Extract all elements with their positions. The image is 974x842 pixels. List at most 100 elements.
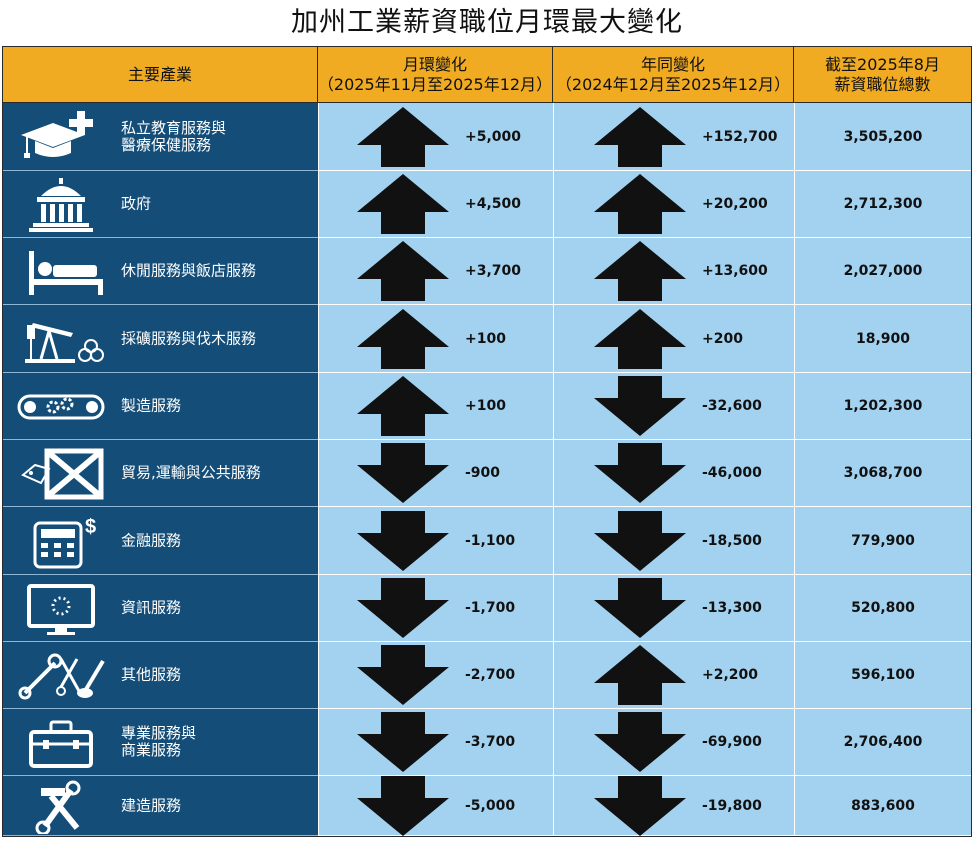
table-row: 專業服務與 商業服務 -3,700 -69,900 2,706,400 xyxy=(3,709,971,776)
yoy-cell: -18,500 xyxy=(553,507,794,575)
mom-value: -1,100 xyxy=(465,532,516,549)
industry-cell: 貿易,運輸與公共服務 xyxy=(3,440,318,507)
arrow-down-icon xyxy=(355,710,451,774)
industry-cell: 採礦服務與伐木服務 xyxy=(3,305,318,373)
total-cell: 520,800 xyxy=(794,575,971,642)
industry-name: 製造服務 xyxy=(121,396,182,415)
yoy-cell: -13,300 xyxy=(553,575,794,642)
industry-cell: 專業服務與 商業服務 xyxy=(3,709,318,776)
industry-cell: $ 金融服務 xyxy=(3,507,318,575)
yoy-cell: -69,900 xyxy=(553,709,794,776)
header-year-over-year: 年同變化 （2024年12月至2025年12月） xyxy=(553,47,794,103)
arrow-down-icon xyxy=(592,576,688,640)
arrow-up-icon xyxy=(355,374,451,438)
industry-name: 資訊服務 xyxy=(121,598,182,617)
total-cell: 3,505,200 xyxy=(794,103,971,171)
total-cell: 779,900 xyxy=(794,507,971,575)
arrow-down-icon xyxy=(355,774,451,838)
total-value: 3,068,700 xyxy=(843,465,923,481)
industry-name: 私立教育服務與 醫療保健服務 xyxy=(121,118,227,154)
table-row: 私立教育服務與 醫療保健服務 +5,000 +152,700 3,505,200 xyxy=(3,103,971,171)
industry-name: 休閒服務與飯店服務 xyxy=(121,261,257,280)
hammer-wrench-icon xyxy=(35,780,81,834)
header-total-date: 截至2025年8月 xyxy=(825,54,940,74)
yoy-value: +152,700 xyxy=(702,128,778,145)
table-row: 其他服務 -2,700 +2,200 596,100 xyxy=(3,642,971,709)
mom-value: +5,000 xyxy=(465,128,522,145)
calculator-dollar-icon: $ xyxy=(33,516,96,568)
mom-cell: +100 xyxy=(318,373,553,440)
yoy-value: -32,600 xyxy=(702,398,762,414)
mom-cell: -5,000 xyxy=(318,774,553,838)
yoy-value: +13,600 xyxy=(702,263,768,279)
mom-value: +100 xyxy=(465,398,506,414)
mom-cell: +5,000 xyxy=(318,103,553,171)
industry-cell: 其他服務 xyxy=(3,642,318,709)
header-yoy-period: （2024年12月至2025年12月） xyxy=(555,74,791,94)
total-value: 1,202,300 xyxy=(843,398,923,414)
oil-pump-logs-icon xyxy=(25,322,104,363)
industry-name: 政府 xyxy=(121,194,152,213)
mom-value: -1,700 xyxy=(465,600,516,616)
header-mom-period: （2025年11月至2025年12月） xyxy=(317,74,553,94)
tools-scissors-icon xyxy=(18,653,105,700)
total-cell: 883,600 xyxy=(794,776,971,836)
yoy-value: +200 xyxy=(702,330,743,347)
table-row: 政府 +4,500 +20,200 2,712,300 xyxy=(3,171,971,238)
total-cell: 2,712,300 xyxy=(794,171,971,238)
yoy-value: +20,200 xyxy=(702,196,768,212)
yoy-cell: +13,600 xyxy=(553,238,794,305)
industry-cell: 製造服務 xyxy=(3,373,318,440)
bed-icon xyxy=(29,251,103,295)
table-row: 休閒服務與飯店服務 +3,700 +13,600 2,027,000 xyxy=(3,238,971,305)
total-cell: 1,202,300 xyxy=(794,373,971,440)
arrow-down-icon xyxy=(592,441,688,505)
yoy-cell: -32,600 xyxy=(553,373,794,440)
header-total-jobs: 截至2025年8月 薪資職位總數 xyxy=(794,47,971,103)
total-cell: 2,027,000 xyxy=(794,238,971,305)
arrow-down-icon xyxy=(355,576,451,640)
table-row: 資訊服務 -1,700 -13,300 520,800 xyxy=(3,575,971,642)
header-month-over-month: 月環變化 （2025年11月至2025年12月） xyxy=(318,47,553,103)
jobs-table: 主要產業 月環變化 （2025年11月至2025年12月） 年同變化 （2024… xyxy=(2,46,972,837)
total-value: 779,900 xyxy=(851,532,915,549)
total-value: 2,712,300 xyxy=(843,196,923,212)
yoy-value: -69,900 xyxy=(702,734,762,750)
arrow-up-icon xyxy=(592,172,688,236)
industry-cell: 休閒服務與飯店服務 xyxy=(3,238,318,305)
arrow-down-icon xyxy=(592,774,688,838)
yoy-value: +2,200 xyxy=(702,667,759,683)
industry-name: 專業服務與 商業服務 xyxy=(121,724,197,759)
total-value: 883,600 xyxy=(851,797,915,814)
mom-cell: +3,700 xyxy=(318,238,553,305)
industry-name: 金融服務 xyxy=(121,531,182,549)
monitor-loading-icon xyxy=(27,584,95,635)
header-mom-title: 月環變化 xyxy=(402,54,467,74)
yoy-value: -46,000 xyxy=(702,465,762,481)
yoy-cell: +200 xyxy=(553,305,794,373)
total-cell: 18,900 xyxy=(794,305,971,373)
header-industry: 主要產業 xyxy=(3,47,318,103)
industry-name: 其他服務 xyxy=(121,665,182,684)
yoy-value: -18,500 xyxy=(702,532,762,549)
arrow-up-icon xyxy=(592,239,688,303)
arrow-up-icon xyxy=(592,105,688,169)
yoy-cell: +152,700 xyxy=(553,103,794,171)
mom-cell: -3,700 xyxy=(318,709,553,776)
header-yoy-title: 年同變化 xyxy=(640,54,705,74)
arrow-down-icon xyxy=(355,509,451,573)
yoy-cell: -46,000 xyxy=(553,440,794,507)
arrow-up-icon xyxy=(355,307,451,371)
yoy-cell: +2,200 xyxy=(553,642,794,709)
arrow-down-icon xyxy=(592,710,688,774)
table-row: 建造服務 -5,000 -19,800 883,600 xyxy=(3,774,971,838)
arrow-up-icon xyxy=(355,172,451,236)
yoy-cell: +20,200 xyxy=(553,171,794,238)
mom-value: +100 xyxy=(465,330,506,347)
crate-tag-icon xyxy=(21,448,104,500)
industry-name: 建造服務 xyxy=(121,796,182,814)
arrow-up-icon xyxy=(592,307,688,371)
mom-value: -2,700 xyxy=(465,667,516,683)
mom-value: -900 xyxy=(465,465,501,481)
table-row: 貿易,運輸與公共服務 -900 -46,000 3,068,700 xyxy=(3,440,971,507)
